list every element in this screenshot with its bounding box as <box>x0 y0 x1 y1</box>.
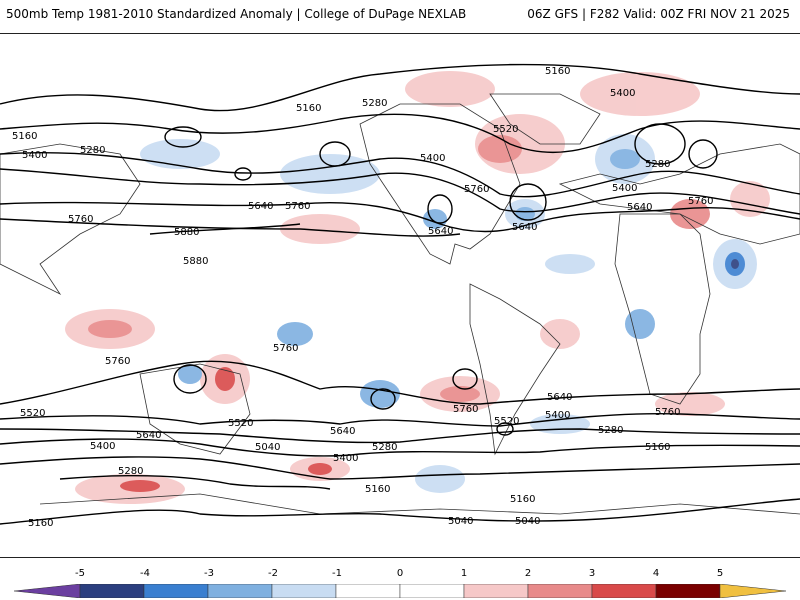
contour-label: 5760 <box>655 407 680 418</box>
legend-tick-label: 4 <box>652 568 660 579</box>
contour-label: 5640 <box>547 392 572 403</box>
height-contours <box>0 63 800 525</box>
legend-tick-label: 2 <box>524 568 532 579</box>
legend-tick-label: -2 <box>268 568 278 579</box>
legend-swatch <box>143 584 209 598</box>
legend-tick-label: 1 <box>460 568 468 579</box>
contour-label: 5280 <box>362 98 387 109</box>
legend-swatch <box>463 584 529 598</box>
contour-label: 5160 <box>28 518 53 529</box>
legend-swatch <box>399 584 465 598</box>
contour-labels: 5160 5280 5400 5520 5760 5640 5880 5880 … <box>12 66 713 529</box>
contour-label: 5400 <box>545 410 570 421</box>
legend-swatch <box>655 584 721 598</box>
contour-label: 5400 <box>333 453 358 464</box>
anomaly-map[interactable]: 5160 5280 5400 5520 5760 5640 5880 5880 … <box>0 34 800 559</box>
contour-label: 5280 <box>372 442 397 453</box>
contour-label: 5640 <box>512 222 537 233</box>
contour-label: 5760 <box>453 404 478 415</box>
contour-label: 5040 <box>448 516 473 527</box>
contour-label: 5160 <box>545 66 570 77</box>
legend-tick-label: 5 <box>716 568 724 579</box>
legend-swatch <box>79 584 145 598</box>
contour-label: 5520 <box>493 124 518 135</box>
legend-tick-label: 0 <box>396 568 404 579</box>
contour-label: 5040 <box>255 442 280 453</box>
legend-swatch <box>527 584 593 598</box>
contour-label: 5280 <box>80 145 105 156</box>
contour-label: 5520 <box>20 408 45 419</box>
run-info: 06Z GFS | F282 Valid: 00Z FRI NOV 21 202… <box>527 7 790 21</box>
contour-label: 5040 <box>515 516 540 527</box>
contour-label: 5760 <box>285 201 310 212</box>
legend-swatch <box>719 584 786 598</box>
coastlines <box>0 93 800 515</box>
contour-label: 5640 <box>428 226 453 237</box>
contour-label: 5280 <box>645 159 670 170</box>
contour-label: 5640 <box>248 201 273 212</box>
map-panel[interactable]: 5160 5280 5400 5520 5760 5640 5880 5880 … <box>0 33 800 558</box>
legend-tick-label: -3 <box>204 568 214 579</box>
contour-label: 5160 <box>645 442 670 453</box>
contour-label: 5400 <box>610 88 635 99</box>
legend-tick-label: -5 <box>75 568 85 579</box>
contour-label: 5400 <box>22 150 47 161</box>
legend-swatch <box>335 584 401 598</box>
contour-label: 5880 <box>183 256 208 267</box>
contour-label: 5640 <box>627 202 652 213</box>
legend-tick-label: 3 <box>588 568 596 579</box>
legend-swatch <box>271 584 337 598</box>
legend-tick-label: -4 <box>140 568 150 579</box>
anomaly-legend: -5 -4 -3 -2 -1 0 1 2 3 4 5 <box>0 568 800 600</box>
legend-swatch <box>207 584 273 598</box>
map-title: 500mb Temp 1981-2010 Standardized Anomal… <box>6 7 467 21</box>
contour-label: 5640 <box>330 426 355 437</box>
contour-label: 5880 <box>174 227 199 238</box>
contour-label: 5400 <box>612 183 637 194</box>
contour-label: 5760 <box>688 196 713 207</box>
contour-label: 5400 <box>90 441 115 452</box>
contour-label: 5160 <box>510 494 535 505</box>
contour-label: 5760 <box>464 184 489 195</box>
anomaly-shading <box>65 71 770 504</box>
legend-swatch <box>591 584 657 598</box>
contour-label: 5760 <box>68 214 93 225</box>
legend-colorbar <box>14 584 786 598</box>
contour-label: 5520 <box>228 418 253 429</box>
legend-tick-label: -1 <box>332 568 342 579</box>
contour-label: 5760 <box>273 343 298 354</box>
contour-label: 5160 <box>365 484 390 495</box>
contour-label: 5520 <box>494 416 519 427</box>
contour-label: 5640 <box>136 430 161 441</box>
contour-label: 5400 <box>420 153 445 164</box>
legend-swatch <box>14 584 81 598</box>
contour-label: 5760 <box>105 356 130 367</box>
contour-label: 5280 <box>598 425 623 436</box>
contour-label: 5160 <box>296 103 321 114</box>
contour-label: 5160 <box>12 131 37 142</box>
contour-label: 5280 <box>118 466 143 477</box>
